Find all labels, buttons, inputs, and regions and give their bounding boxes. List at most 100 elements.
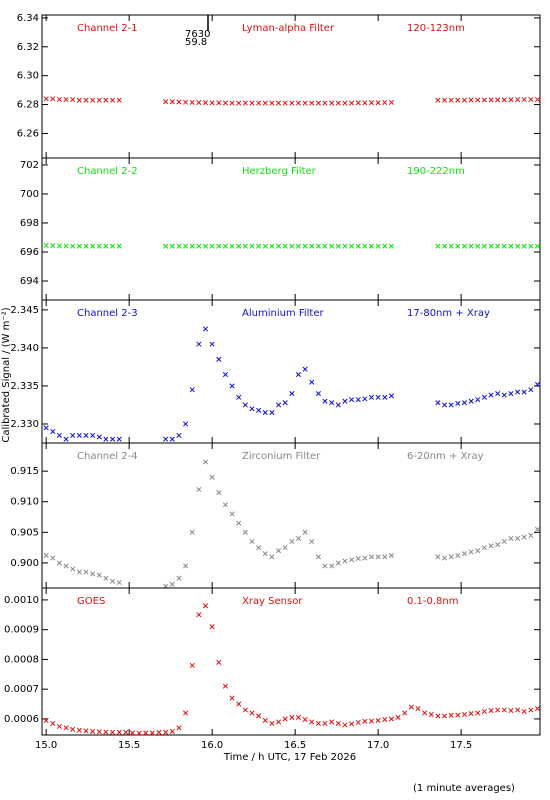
data-point — [249, 710, 255, 716]
x-tick-label: 17.0 — [367, 740, 389, 751]
data-point — [422, 710, 428, 716]
data-point — [70, 243, 76, 249]
data-point — [189, 529, 195, 535]
data-point — [309, 100, 315, 106]
y-tick-label: 6.34 — [17, 13, 39, 24]
data-point — [229, 383, 235, 389]
data-point — [103, 97, 109, 103]
data-point — [83, 97, 89, 103]
data-point — [83, 728, 89, 734]
data-point — [96, 434, 102, 440]
data-point — [163, 436, 169, 442]
data-point — [116, 243, 122, 249]
data-point — [501, 243, 507, 249]
data-point — [242, 100, 248, 106]
data-point — [461, 711, 468, 718]
data-point — [209, 243, 215, 249]
y-tick-label: 0.900 — [10, 558, 39, 569]
data-point — [236, 100, 242, 106]
x-tick-label: 15.5 — [118, 740, 140, 751]
y-tick-label: 0.0009 — [4, 625, 39, 636]
data-point — [275, 243, 282, 249]
data-point — [435, 97, 441, 103]
data-point — [189, 99, 195, 105]
data-point — [209, 474, 215, 480]
data-point — [269, 720, 275, 726]
data-point — [76, 432, 82, 438]
y-tick-label: 0.0007 — [4, 684, 39, 695]
data-point — [56, 723, 62, 729]
y-tick-label: 698 — [20, 218, 39, 229]
data-point — [468, 549, 474, 555]
channel-label: Channel 2-3 — [77, 308, 138, 319]
data-point — [302, 529, 308, 535]
range-label: 120-123nm — [407, 23, 465, 34]
y-axis-label: Calibrated Signal / (W m⁻²) — [1, 307, 12, 442]
filter-label: Herzberg Filter — [242, 166, 317, 177]
data-point — [295, 243, 302, 249]
data-point — [448, 554, 454, 560]
data-point — [202, 459, 209, 465]
data-point — [169, 728, 175, 734]
data-point — [382, 394, 388, 400]
y-tick-label: 694 — [20, 276, 39, 287]
y-tick-label: 0.905 — [10, 527, 39, 538]
data-point — [388, 393, 394, 399]
data-point — [156, 729, 162, 735]
data-point — [76, 243, 82, 249]
data-point — [382, 716, 388, 723]
data-point — [302, 366, 308, 372]
data-point — [441, 402, 448, 408]
data-point — [329, 400, 335, 406]
data-point — [495, 243, 501, 249]
data-point — [96, 243, 102, 249]
data-point — [322, 100, 328, 106]
data-point — [109, 243, 116, 249]
data-point — [50, 720, 56, 726]
data-point — [222, 371, 228, 378]
y-tick-label: 0.0006 — [4, 714, 39, 725]
data-point — [256, 545, 262, 551]
data-point — [289, 714, 295, 720]
data-point — [96, 729, 102, 735]
data-point — [275, 548, 282, 554]
x-tick-label: 16.0 — [201, 740, 223, 751]
data-point — [70, 432, 76, 438]
data-point — [508, 391, 514, 397]
data-point — [335, 100, 341, 106]
data-point — [43, 242, 49, 249]
data-point — [322, 563, 328, 569]
data-point — [116, 729, 122, 735]
data-point — [501, 538, 507, 545]
data-point — [309, 719, 315, 725]
data-point — [289, 243, 295, 249]
data-point — [50, 242, 56, 249]
data-point — [528, 387, 534, 393]
data-point — [275, 100, 282, 106]
x-tick-label: 17.5 — [450, 740, 472, 751]
data-point — [508, 708, 514, 714]
data-point — [329, 243, 335, 249]
data-point — [176, 243, 182, 249]
data-point — [461, 243, 468, 249]
data-point — [103, 729, 109, 735]
data-point — [475, 243, 481, 249]
data-point — [355, 100, 361, 106]
data-point — [515, 389, 521, 395]
panel-frame — [41, 587, 541, 736]
data-point — [355, 719, 361, 726]
data-point — [501, 392, 507, 398]
data-point — [508, 535, 514, 541]
data-point — [63, 243, 69, 249]
panel-frame — [41, 14, 541, 159]
data-point — [368, 243, 375, 249]
x-tick-label: 16.5 — [284, 740, 306, 751]
data-point — [90, 97, 96, 103]
data-point — [262, 551, 268, 557]
data-point — [183, 243, 189, 249]
data-point — [322, 720, 328, 726]
data-point — [521, 243, 527, 249]
data-point — [475, 710, 481, 716]
data-point — [275, 402, 282, 408]
data-point — [441, 97, 448, 103]
